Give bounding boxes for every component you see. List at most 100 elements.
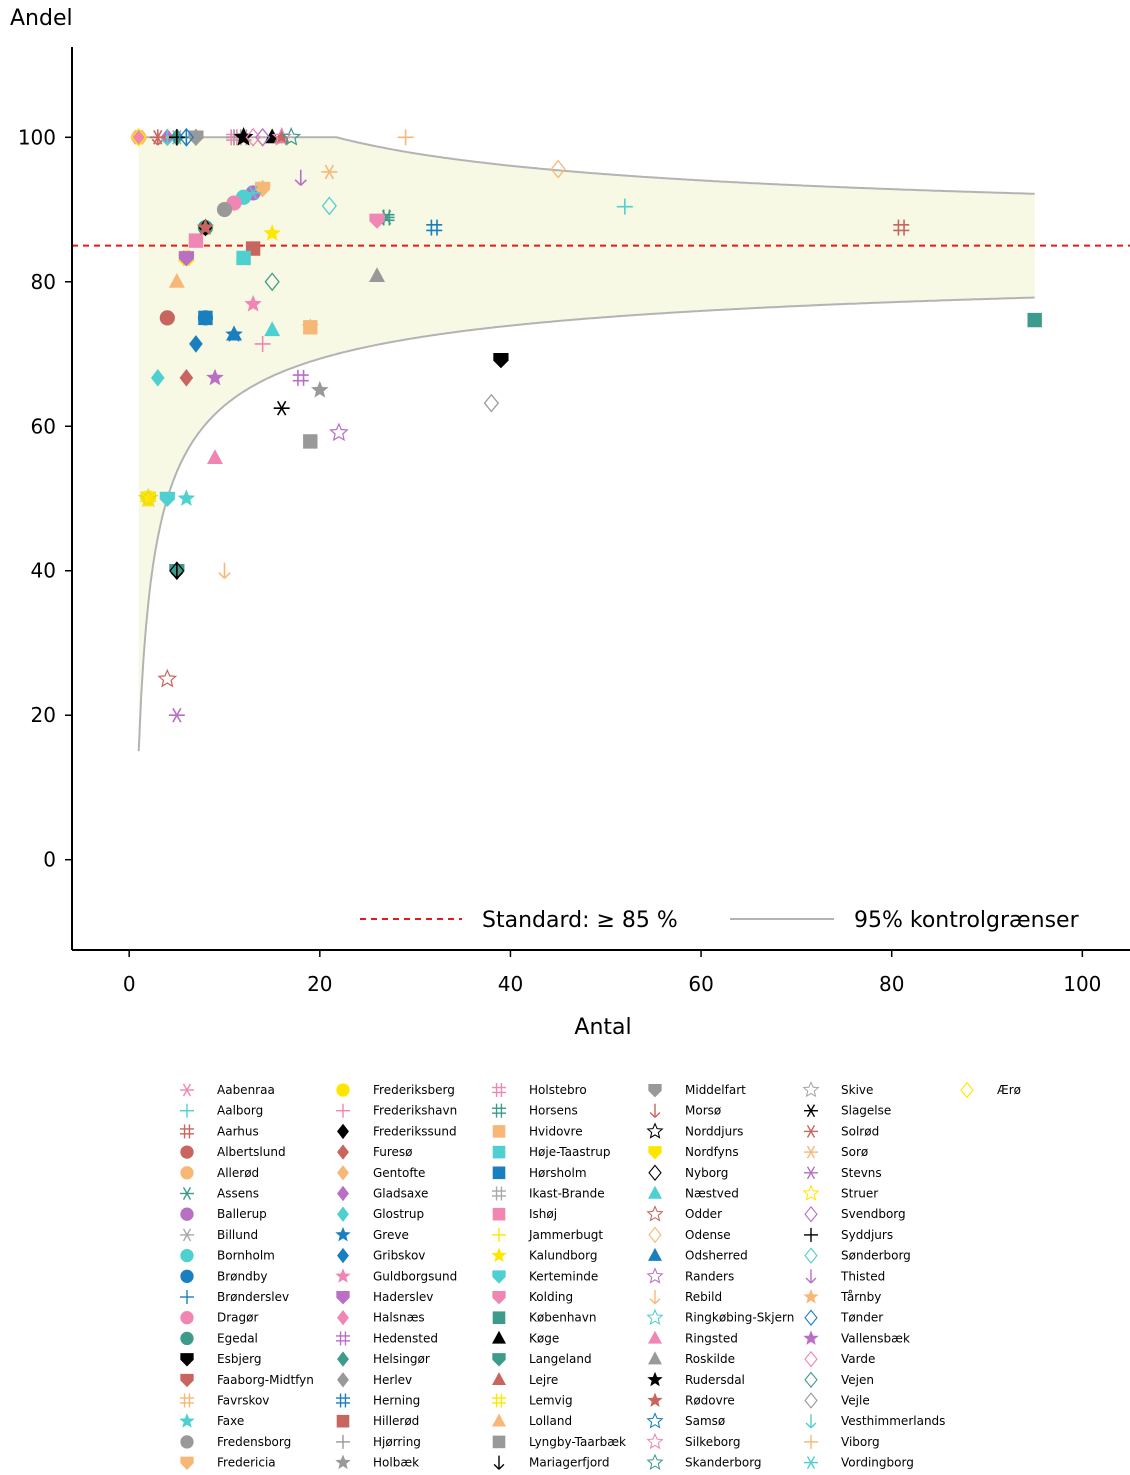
legend-marker [492,1372,506,1386]
legend-marker [337,1165,349,1181]
legend-item: Næstved [648,1185,739,1201]
legend-item: Vallensbæk [803,1330,910,1345]
legend-marker [180,1166,194,1180]
x-tick-label: 0 [123,972,136,996]
legend-marker [648,1084,662,1098]
legend-item: Furesø [337,1144,413,1160]
legend-marker [180,1248,194,1263]
legend-label: Herlev [373,1373,412,1387]
legend-label: Ikast-Brande [529,1187,605,1201]
legend-item: Egedal [180,1331,258,1345]
legend-label: Frederikssund [373,1124,457,1138]
legend-label: Favrskov [217,1394,269,1408]
legend-item: Varde [804,1350,875,1368]
legend-marker [804,1227,818,1242]
data-point-kolding [369,213,385,229]
legend-label: Hedensted [373,1331,438,1345]
legend-marker [180,1456,194,1470]
legend-label: Sønderborg [841,1249,911,1263]
legend-marker [336,1331,350,1346]
legend-label: Vallensbæk [841,1331,910,1345]
legend-label: Horsens [529,1104,578,1118]
legend-label: Næstved [685,1187,739,1201]
legend-item: Randers [646,1267,734,1284]
legend-item: Kerteminde [492,1269,598,1284]
legend-label: Lyngby-Taarbæk [529,1435,626,1449]
legend-label: Hvidovre [529,1124,583,1138]
data-point-thisted [294,169,307,186]
standard-legend-label: Standard: ≥ 85 % [482,908,678,933]
data-point-rudersdal [234,128,253,145]
data-point-solrød [149,129,166,145]
legend-marker [802,1184,820,1201]
legend-label: Samsø [685,1414,725,1428]
data-point-furesø [179,369,194,387]
data-point-roskilde [369,267,386,283]
upper-control-limit-line [138,136,1035,195]
legend-item: Roskilde [648,1351,735,1366]
legend-item: Thisted [805,1269,885,1284]
y-tick-label: 40 [31,559,56,583]
data-point-vesthimmerlands [161,129,174,146]
legend-label: Aabenraa [217,1083,275,1097]
legend-item: Gribskov [337,1247,425,1264]
data-point-syddjurs [168,129,185,146]
legend-item: Rudersdal [647,1371,745,1387]
legend-label: Holstebro [529,1083,587,1097]
legend-label: Odsherred [685,1249,748,1263]
data-point-næstved [264,321,281,337]
legend-marker [336,1434,350,1449]
legend-label: Tønder [840,1311,883,1325]
legend-label: Ringsted [685,1331,738,1345]
legend-label: Tårnby [840,1290,881,1304]
legend-label: Ishøj [529,1207,557,1221]
legend-item: Horsens [492,1103,578,1118]
legend-marker [337,1206,349,1222]
legend-marker [180,1331,194,1346]
data-points [130,126,1042,723]
legend-item: Middelfart [648,1083,746,1098]
legend-marker [492,1311,506,1324]
legend-marker [180,1393,194,1408]
data-point-lyngby-taarbæk [303,434,318,449]
data-point-odsherred [226,325,243,341]
legend-item: Gladsaxe [337,1185,428,1202]
legend-label: Hillerød [373,1414,419,1428]
legend-label: Silkeborg [685,1435,741,1449]
legend-label: Jammerbugt [528,1228,603,1242]
data-point-gribskov [189,335,203,353]
legend-marker [804,1371,818,1389]
legend-label: Billund [217,1228,258,1242]
legend-marker [337,1247,349,1264]
legend-marker [804,1166,818,1180]
data-point-slagelse [273,400,290,416]
legend-label: Brøndby [217,1269,267,1283]
data-point-vallensbæk [206,368,224,386]
legend-label: Albertslund [217,1145,286,1159]
legend-item: Helsingør [337,1351,430,1367]
legend-item: Ikast-Brande [492,1186,605,1201]
legend-label: Vejle [841,1394,870,1408]
legend-label: Kalundborg [529,1249,597,1263]
data-point-tønder [178,127,195,147]
data-point-guldborgsund [244,295,262,312]
legend-marker [492,1166,506,1180]
legend-marker [648,1330,662,1344]
data-point-københavn [1027,312,1042,328]
legend-item: Nyborg [648,1164,728,1182]
data-point-ringsted [206,449,223,465]
legend-marker [337,1372,349,1388]
data-point-haderslev [178,251,194,267]
legend-label: Lejre [529,1373,558,1387]
legend-marker [180,1207,194,1221]
axes: 0 20 40 60 80 100 0 20 40 60 80 100 Andel Antal [10,6,1130,1040]
data-point-albertslund [159,310,175,326]
legend-label: Frederiksberg [373,1083,455,1097]
legend-marker [492,1125,506,1138]
legend-item: Rødovre [647,1392,735,1408]
legend-marker [648,1146,662,1160]
legend-marker [180,1311,194,1325]
legend-item: Frederiksberg [336,1083,455,1097]
legend-marker [493,1455,505,1470]
legend-item: Tårnby [803,1289,881,1304]
